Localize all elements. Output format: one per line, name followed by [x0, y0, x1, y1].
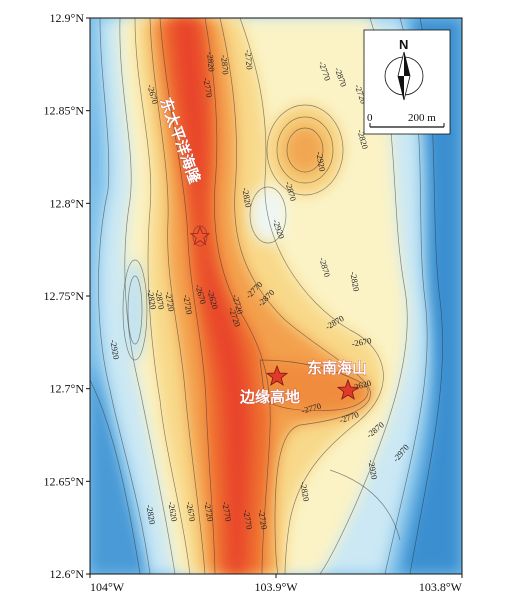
contour-line [329, 469, 401, 541]
contour-value-label: -2720 [256, 509, 269, 530]
contour-value-label: -2870 [318, 256, 333, 278]
north-arrow-icon [384, 51, 424, 101]
contour-value-label: -2770 [201, 77, 214, 98]
contour-value-label: -2720 [163, 291, 176, 312]
contour-value-label: -2920 [108, 339, 121, 360]
contour-line [159, 18, 216, 574]
contour-value-label: -2670 [146, 83, 161, 105]
contour-value-label: -2720 [202, 501, 215, 522]
contour-line [276, 116, 334, 184]
contour-value-label: -2770 [300, 401, 322, 416]
scale-start-label: 0 [367, 112, 373, 124]
contour-value-label: -2720 [231, 293, 246, 315]
contour-value-label: -2670 [184, 501, 197, 522]
longitude-tick-label: 103.8°W [419, 580, 463, 594]
southeast-seamount-label: 东南海山 [307, 359, 367, 377]
contour-line [149, 18, 206, 574]
latitude-tick-label: 12.8°N [50, 196, 85, 210]
latitude-tick-label: 12.75°N [44, 289, 85, 303]
latitude-tick-label: 12.7°N [50, 382, 85, 396]
contour-value-label: -2920 [314, 151, 327, 172]
edge-highland-label: 边缘高地 [239, 388, 300, 406]
latitude-axis: 12.9°N 12.85°N 12.8°N 12.75°N 12.7°N 12.65°N 1… [44, 11, 90, 581]
site-markers [189, 225, 360, 400]
latitude-tick-label: 12.9°N [50, 11, 85, 25]
contour-line [119, 18, 176, 574]
contour-value-label: -2670 [194, 283, 209, 305]
contour-line [134, 18, 191, 574]
longitude-tick-label: 104°W [90, 580, 125, 594]
contour-line [239, 18, 384, 574]
contour-line [259, 359, 369, 412]
contour-value-label: -2920 [366, 459, 379, 480]
contour-line [286, 127, 324, 173]
longitude-tick-label: 103.9°W [254, 580, 298, 594]
contour-value-label: -2820 [145, 289, 158, 310]
contour-line [249, 186, 287, 244]
scale-end-label: 200 m [408, 112, 436, 124]
contour-line [219, 18, 371, 574]
contour-value-label: -2720 [243, 49, 255, 70]
contour-lines [90, 18, 444, 574]
star-icon [336, 378, 360, 400]
contour-value-label: -2870 [219, 54, 231, 75]
contour-value-label: -2820 [348, 271, 361, 292]
contour-line [90, 379, 141, 574]
contour-value-label: -2670 [351, 335, 372, 348]
contour-line [98, 18, 151, 574]
star-icon [189, 225, 211, 246]
contour-value-label: -2820 [298, 481, 311, 502]
contour-value-label: -2770 [220, 501, 233, 522]
contour-value-label: -2820 [205, 51, 217, 72]
contour-line [204, 18, 271, 574]
contour-value-label: -2870 [153, 289, 166, 310]
latitude-tick-label: 12.6°N [50, 567, 85, 581]
contour-value-label: -2620 [206, 288, 221, 310]
star-icon [265, 364, 289, 386]
contour-line [127, 275, 143, 345]
map-legend-box: N 0 200 m [363, 29, 451, 135]
contour-value-label: -2620 [166, 501, 179, 522]
contour-value-label: -2870 [284, 180, 299, 202]
contour-line [122, 259, 148, 361]
contour-value-label: -2720 [181, 294, 194, 315]
latitude-tick-label: 12.65°N [44, 474, 85, 488]
contour-value-label: -2820 [144, 504, 157, 525]
longitude-axis: 104°W 103.9°W 103.8°W [89, 574, 463, 594]
contour-value-label: -2820 [240, 187, 253, 208]
contour-line [266, 104, 344, 196]
latitude-tick-label: 12.85°N [44, 104, 85, 118]
contour-value-label: -2770 [241, 509, 254, 530]
north-label: N [399, 37, 408, 52]
